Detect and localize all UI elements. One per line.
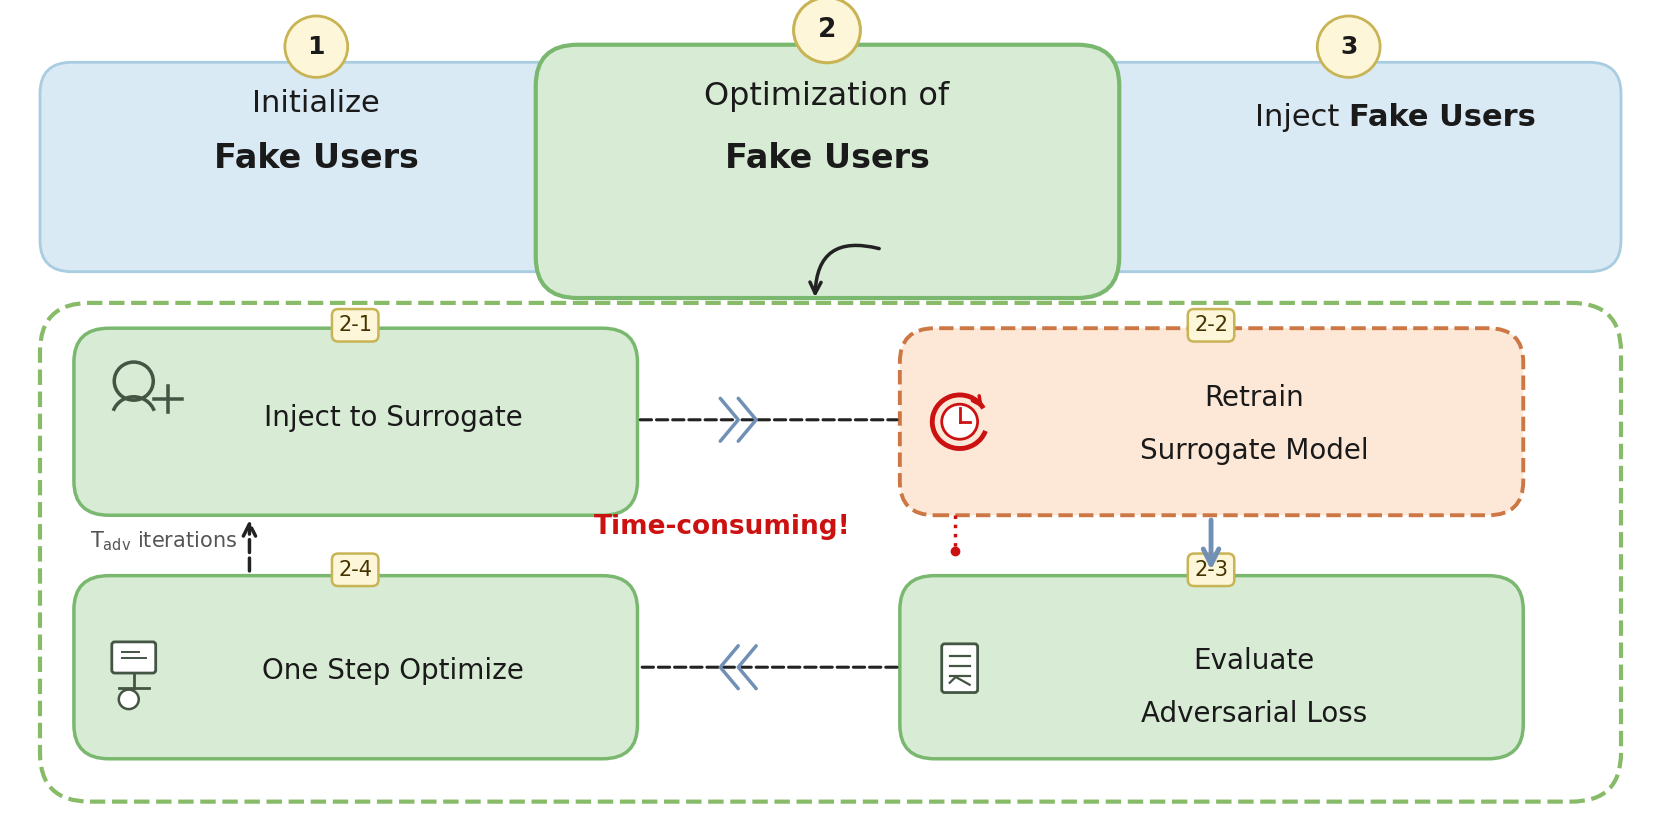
Text: 2-4: 2-4 xyxy=(339,560,372,580)
Text: Time-consuming!: Time-consuming! xyxy=(595,514,850,540)
Text: Adversarial Loss: Adversarial Loss xyxy=(1141,700,1367,728)
FancyBboxPatch shape xyxy=(111,642,156,673)
Text: Retrain: Retrain xyxy=(1204,385,1304,412)
Text: Optimization of: Optimization of xyxy=(704,81,950,112)
Text: Evaluate: Evaluate xyxy=(1193,647,1314,676)
FancyBboxPatch shape xyxy=(40,62,1621,272)
Text: $\mathregular{T}_{\mathregular{adv}}$ iterations: $\mathregular{T}_{\mathregular{adv}}$ it… xyxy=(90,529,238,553)
Text: Fake Users: Fake Users xyxy=(1349,103,1535,132)
Circle shape xyxy=(794,0,860,63)
Text: One Step Optimize: One Step Optimize xyxy=(262,657,523,685)
Text: 2-2: 2-2 xyxy=(1194,315,1227,335)
Text: 2: 2 xyxy=(817,17,835,43)
Text: 2-1: 2-1 xyxy=(339,315,372,335)
Text: Fake Users: Fake Users xyxy=(214,142,419,175)
Text: Initialize: Initialize xyxy=(252,89,380,118)
Text: Fake Users: Fake Users xyxy=(724,142,930,175)
FancyBboxPatch shape xyxy=(537,45,1120,298)
Circle shape xyxy=(120,690,140,709)
FancyBboxPatch shape xyxy=(73,328,638,515)
Text: 1: 1 xyxy=(307,35,326,59)
FancyBboxPatch shape xyxy=(900,328,1523,515)
FancyBboxPatch shape xyxy=(73,576,638,759)
Text: 2-3: 2-3 xyxy=(1194,560,1227,580)
Circle shape xyxy=(1317,16,1380,77)
Circle shape xyxy=(286,16,347,77)
Circle shape xyxy=(942,404,978,440)
Text: Inject: Inject xyxy=(1254,103,1349,132)
Text: Surrogate Model: Surrogate Model xyxy=(1139,437,1369,465)
Text: 3: 3 xyxy=(1340,35,1357,59)
FancyBboxPatch shape xyxy=(900,576,1523,759)
FancyBboxPatch shape xyxy=(40,302,1621,802)
FancyBboxPatch shape xyxy=(942,644,978,692)
Text: Inject to Surrogate: Inject to Surrogate xyxy=(264,404,523,432)
